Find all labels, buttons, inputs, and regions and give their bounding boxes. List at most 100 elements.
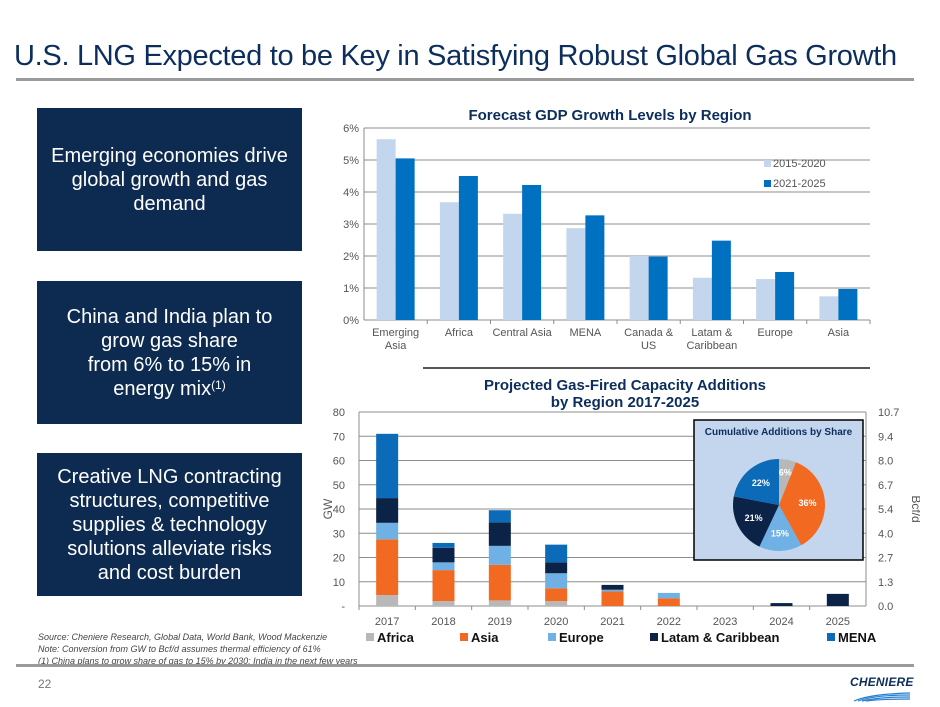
bar-2015-2020	[503, 213, 523, 320]
x-tick-label: 2019	[488, 616, 512, 628]
y2-tick-label: 0.0	[878, 601, 893, 613]
y-tick-label: -	[341, 601, 345, 613]
footnote-marker: (1)	[211, 377, 226, 392]
page-number: 22	[38, 677, 52, 691]
footnote-1: (1) China plans to grow share of gas to …	[38, 656, 358, 666]
callout-line: grow gas share	[101, 329, 238, 352]
legend-swatch	[764, 160, 771, 167]
legend-swatch	[827, 633, 835, 641]
legend-label: 2021-2025	[773, 178, 826, 190]
conversion-note: Note: Conversion from GW to Bcf/d assume…	[38, 644, 321, 654]
y-tick-label: 4%	[343, 187, 359, 199]
bar-2021-2025	[585, 215, 605, 320]
gdp-chart-title: Forecast GDP Growth Levels by Region	[468, 107, 752, 124]
bar-2021-2025	[838, 288, 858, 320]
slide-title: U.S. LNG Expected to be Key in Satisfyin…	[14, 40, 897, 72]
pie-label: 21%	[745, 513, 763, 523]
bar-segment-africa	[545, 601, 568, 606]
pie-title: Cumulative Additions by Share	[705, 427, 853, 438]
bar-segment-europe	[432, 562, 455, 571]
bar-segment-africa	[432, 601, 455, 606]
callout-line-text: energy mix	[113, 377, 212, 400]
y-tick-label: 80	[333, 407, 345, 419]
bar-segment-mena	[545, 544, 568, 563]
bar-2021-2025	[522, 184, 542, 320]
bar-segment-europe	[545, 573, 568, 589]
x-tick-label: Canada &	[624, 327, 674, 339]
y-tick-label: 70	[333, 431, 345, 443]
bar-2015-2020	[439, 202, 459, 320]
y2-axis-label: Bcf/d	[909, 495, 920, 522]
legend-label: Latam & Caribbean	[661, 630, 780, 645]
bar-2021-2025	[395, 158, 415, 320]
legend-swatch	[548, 633, 556, 641]
pie-slice-latam-caribbean	[733, 496, 779, 547]
legend-asia: Asia	[460, 630, 498, 645]
legend-swatch	[366, 633, 374, 641]
x-tick-label: 2017	[375, 616, 399, 628]
y2-tick-label: 6.7	[878, 480, 893, 492]
x-tick-label: 2022	[657, 616, 681, 628]
bar-segment-africa	[376, 595, 399, 606]
y-axis-label: GW	[321, 498, 335, 519]
x-tick-label: Latam &	[691, 327, 733, 339]
legend-swatch	[460, 633, 468, 641]
y-tick-label: 1%	[343, 283, 359, 295]
bar-segment-mena	[488, 510, 511, 523]
y-tick-label: 3%	[343, 219, 359, 231]
capacity-chart-title: Projected Gas-Fired Capacity Additions b…	[440, 377, 810, 411]
x-tick-label: 2025	[826, 616, 850, 628]
legend-label: Asia	[471, 630, 499, 645]
capacity-additions-chart: - 0.0 10 1.3 20 2.7 30 4.0 40 5.4 50 6.7 60 8.0 70 9.4 8…	[321, 407, 920, 628]
x-tick-label: Emerging	[372, 327, 419, 339]
y-tick-label: 0%	[343, 315, 359, 327]
callout-line: China and India plan to	[66, 305, 273, 328]
bar-2015-2020	[819, 296, 839, 320]
bar-segment-mena	[432, 542, 455, 548]
legend-swatch	[650, 633, 658, 641]
bar-segment-latam-caribbean	[376, 498, 399, 523]
y2-tick-label: 1.3	[878, 577, 893, 589]
bar-segment-europe	[601, 589, 624, 592]
callout-emerging-economies: Emerging economies drive global growth a…	[37, 108, 302, 251]
bar-segment-asia	[545, 588, 568, 602]
callout-line: from 6% to 15% in	[87, 353, 252, 376]
x-tick-label: Europe	[757, 327, 792, 339]
bar-2015-2020	[756, 279, 776, 320]
bar-2015-2020	[566, 228, 586, 320]
capacity-title-line: by Region 2017-2025	[550, 394, 700, 411]
legend-swatch	[764, 180, 771, 187]
y2-tick-label: 8.0	[878, 456, 893, 468]
pie-slice-europe	[759, 505, 802, 551]
bar-segment-latam-caribbean	[432, 547, 455, 563]
bar-segment-europe	[657, 592, 680, 599]
y2-tick-label: 4.0	[878, 528, 893, 540]
x-tick-label: 2024	[769, 616, 793, 628]
bar-segment-asia	[376, 539, 399, 596]
chart-divider	[423, 367, 870, 369]
callout-line: energy mix(1)	[53, 377, 287, 401]
y-tick-label: 40	[333, 504, 345, 516]
bar-segment-mena	[376, 433, 399, 499]
y2-tick-label: 2.7	[878, 553, 893, 565]
bar-segment-asia	[488, 564, 511, 601]
bar-2015-2020	[629, 256, 649, 320]
bar-segment-africa	[488, 600, 511, 606]
y-tick-label: 30	[333, 528, 345, 540]
bar-segment-latam-caribbean	[826, 593, 849, 606]
x-tick-label: US	[641, 340, 656, 352]
x-tick-label: 2018	[431, 616, 455, 628]
legend-label: MENA	[838, 630, 877, 645]
bar-2021-2025	[775, 272, 795, 320]
bar-segment-asia	[432, 570, 455, 602]
logo-text: CHENIERE	[850, 675, 914, 689]
bar-segment-europe	[488, 545, 511, 565]
legend-label: Europe	[559, 630, 604, 645]
y2-tick-label: 5.4	[878, 504, 893, 516]
legend-label: Africa	[377, 630, 414, 645]
bar-2021-2025	[648, 256, 668, 320]
footer-divider	[16, 664, 914, 667]
bar-segment-asia	[601, 591, 624, 606]
y-tick-label: 6%	[343, 123, 359, 135]
